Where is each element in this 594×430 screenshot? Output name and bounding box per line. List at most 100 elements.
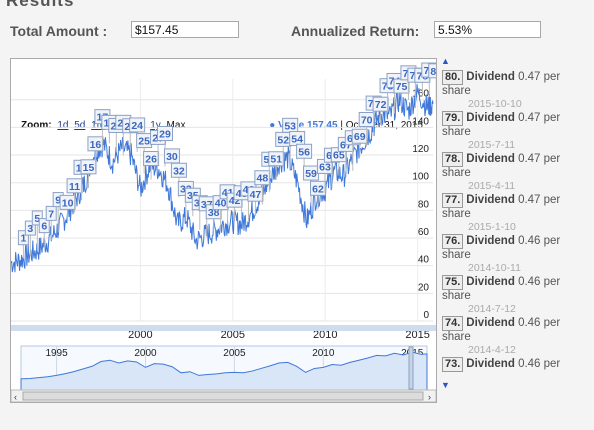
dividend-flag-label: 29 [159,128,171,140]
dividend-amount: 0.46 per share [442,276,561,302]
dividend-number: 76. [442,234,464,249]
dividend-flag-label: 42 [229,195,241,207]
dividend-flag-label: 62 [312,183,324,195]
dividend-flag-label: 51 [270,154,282,166]
dividend-flag-label: 24 [131,120,143,132]
dividend-flag-label: 1 [20,233,26,245]
scrollbar-thumb [22,391,424,401]
dividend-amount: 0.47 per share [442,194,561,220]
dividend-flag-label: 25 [138,136,150,148]
y-tick-label: 120 [412,144,429,155]
dividend-flag-label: 80 [430,66,436,78]
y-tick-label: 140 [412,116,429,127]
dividend-flag-label: 52 [277,134,289,146]
axis-band [11,325,436,331]
dividend-flag [310,180,327,196]
navigator-area [20,351,428,391]
zoom-label: Zoom: [21,120,52,131]
dividend-title: Dividend [466,358,519,370]
dividend-item[interactable]: 77. Dividend 0.47 per share 2015-1-10 [442,193,592,234]
navigator-tick-label: 2000 [134,348,157,359]
dividend-date: 2015-4-11 [468,180,516,192]
dividend-amount: 0.47 per share [442,153,561,179]
dividend-flag [80,159,97,175]
dividend-number: 80. [442,70,464,85]
dividend-flag [372,96,389,112]
dividend-flag-label: 56 [298,146,310,158]
navigator-tick-label: 2005 [223,348,246,359]
dividend-amount: 0.47 per share [442,112,561,138]
dividend-date: 2014-4-12 [468,344,516,356]
dividend-flag-label: 47 [250,189,262,201]
dividend-flag [45,205,57,221]
dividend-flag [31,210,43,226]
y-tick-label: 40 [418,255,430,266]
dividend-item[interactable]: 73. Dividend 0.46 per [442,357,592,372]
zoom-5d[interactable]: 5d [74,120,86,131]
annualized-return-field[interactable]: 5.53% [434,21,541,38]
dividend-flag-label: 70 [361,114,373,126]
dividend-flag-label: 30 [166,151,178,163]
zoom-max[interactable]: Max [166,120,186,131]
total-amount-label: Total Amount : [10,23,108,39]
scroll-up-icon[interactable]: ▲ [441,56,450,66]
y-tick-label: 0 [423,310,429,321]
dividend-title: Dividend [466,194,519,206]
scroll-left-icon: ‹ [14,392,17,402]
dividend-date: 2015-1-10 [468,221,516,233]
dividend-flag-label: 65 [333,150,345,162]
dividend-flag-label: 3 [27,223,33,235]
dividend-amount: 0.47 per share [442,71,561,97]
dividend-item[interactable]: 74. Dividend 0.46 per share 2014-4-12 [442,316,592,357]
dividend-flag-label: 6 [41,221,47,233]
dividend-flag [17,230,29,246]
dividend-flag [351,128,368,144]
dividend-flag [268,151,285,167]
dividend-flag [129,117,146,133]
dividend-flag-label: 9 [55,195,61,207]
y-tick-label: 160 [412,89,429,100]
y-tick-label: 20 [418,282,430,293]
dividend-item[interactable]: 76. Dividend 0.46 per share 2014-10-11 [442,234,592,275]
dividend-flag-label: 15 [83,162,95,174]
dividend-item[interactable]: 75. Dividend 0.46 per share 2014-7-12 [442,275,592,316]
dividend-flag-label: 72 [375,99,387,111]
dividend-flag-label: 75 [396,81,408,93]
dividend-flag-label: 32 [173,165,185,177]
total-amount-field[interactable]: $157.45 [131,21,239,38]
x-tick-label: 2005 [221,329,245,341]
dividend-item[interactable]: 79. Dividend 0.47 per share 2015-7-11 [442,111,592,152]
y-tick-label: 60 [418,227,430,238]
dividend-amount: 0.46 per [518,358,561,370]
dividend-flag [296,143,313,159]
dividend-amount: 0.46 per share [442,235,561,261]
dividend-flag-label: 63 [319,161,331,173]
dividend-date: 2015-10-10 [468,98,522,110]
zoom-1d[interactable]: 1d [57,120,69,131]
dividend-date: 2015-7-11 [468,139,516,151]
dividend-item[interactable]: 78. Dividend 0.47 per share 2015-4-11 [442,152,592,193]
dividend-title: Dividend [466,317,519,329]
series-value: Value 157.45 [278,120,338,131]
stock-chart: Zoom: 1d 5d 1m 3m 6m 1y Max ● Value 157.… [10,58,437,403]
dividend-flag [38,218,50,234]
dividend-flag-label: 5 [34,213,40,225]
scroll-down-icon[interactable]: ▼ [441,380,450,390]
dividend-flag [428,63,436,79]
dividend-number: 78. [442,152,464,167]
zoom-1y[interactable]: 1y [150,120,161,131]
dividend-flag [156,125,173,141]
dividend-flag-label: 54 [291,134,303,146]
zoom-1m[interactable]: 1m [91,120,106,131]
dividend-date: 2014-10-11 [468,262,521,274]
dividend-flag [247,186,264,202]
dividend-date: 2014-7-12 [468,303,516,315]
dividend-list: 80. Dividend 0.47 per share 2015-10-10 79. D… [442,60,592,390]
dividend-flag [254,170,271,186]
dividend-item[interactable]: 80. Dividend 0.47 per share 2015-10-10 [442,70,592,111]
dividend-flag-label: 40 [215,198,227,210]
dividend-flag [143,151,160,167]
dividend-flag-label: 59 [305,168,317,180]
dividend-number: 75. [442,275,464,290]
